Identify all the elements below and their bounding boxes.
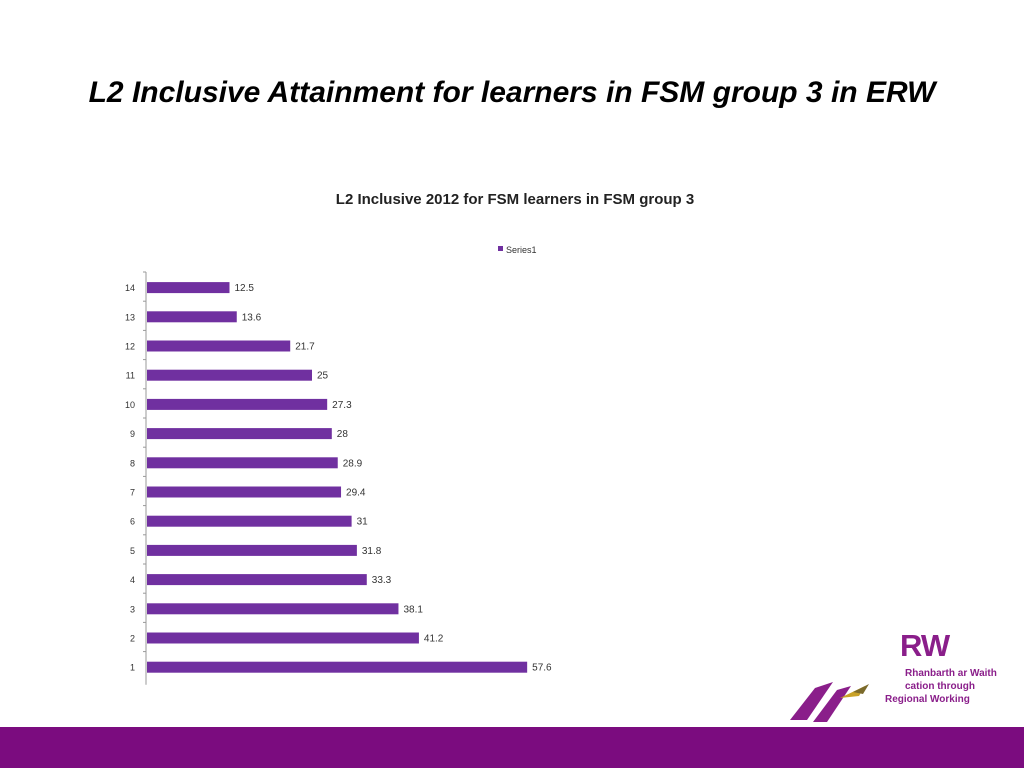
bar-13 bbox=[147, 311, 237, 323]
category-label-6: 6 bbox=[130, 517, 135, 527]
bar-8 bbox=[147, 457, 338, 469]
bar-11 bbox=[147, 369, 312, 381]
category-label-9: 9 bbox=[130, 429, 135, 439]
category-label-13: 13 bbox=[125, 312, 135, 322]
bar-5 bbox=[147, 544, 357, 556]
logo-letters: RW bbox=[900, 628, 950, 663]
logo-text-line2: cation through bbox=[905, 681, 975, 692]
data-label-3: 38.1 bbox=[403, 604, 423, 615]
chart-legend: Series1 bbox=[498, 245, 537, 255]
data-label-11: 25 bbox=[317, 371, 329, 382]
bar-7 bbox=[147, 486, 342, 498]
data-label-1: 57.6 bbox=[532, 663, 552, 674]
legend-label: Series1 bbox=[506, 245, 537, 255]
data-label-9: 28 bbox=[337, 429, 349, 440]
bar-6 bbox=[147, 515, 352, 527]
category-label-3: 3 bbox=[130, 604, 135, 614]
footer-bar bbox=[0, 727, 1024, 768]
data-label-5: 31.8 bbox=[362, 546, 382, 557]
data-label-7: 29.4 bbox=[346, 488, 366, 499]
data-label-10: 27.3 bbox=[332, 400, 352, 411]
logo-mark-icon bbox=[790, 682, 869, 722]
category-label-11: 11 bbox=[126, 371, 135, 381]
bar-10 bbox=[147, 398, 328, 410]
data-label-8: 28.9 bbox=[343, 458, 363, 469]
bar-3 bbox=[147, 603, 399, 615]
category-label-5: 5 bbox=[130, 546, 135, 556]
chart-title: L2 Inclusive 2012 for FSM learners in FS… bbox=[336, 191, 694, 208]
data-label-6: 31 bbox=[357, 517, 369, 528]
chart-canvas: L2 Inclusive 2012 for FSM learners in FS… bbox=[125, 191, 694, 685]
category-label-12: 12 bbox=[125, 342, 135, 352]
erw-logo: RW Rhanbarth ar Waith cation through Reg… bbox=[785, 628, 1024, 727]
bar-1 bbox=[147, 661, 528, 673]
data-label-4: 33.3 bbox=[372, 575, 392, 586]
bar-4 bbox=[147, 574, 367, 586]
bar-12 bbox=[147, 340, 291, 352]
bar-14 bbox=[147, 282, 230, 294]
data-label-14: 12.5 bbox=[235, 283, 255, 294]
category-label-10: 10 bbox=[125, 400, 135, 410]
data-label-13: 13.6 bbox=[242, 312, 262, 323]
data-label-2: 41.2 bbox=[424, 634, 444, 645]
legend-swatch bbox=[498, 246, 503, 251]
category-label-2: 2 bbox=[130, 634, 135, 644]
bar-chart: L2 Inclusive 2012 for FSM learners in FS… bbox=[100, 175, 920, 695]
category-label-14: 14 bbox=[125, 283, 135, 293]
bar-2 bbox=[147, 632, 419, 644]
bar-9 bbox=[147, 428, 332, 440]
slide-title: L2 Inclusive Attainment for learners in … bbox=[88, 76, 936, 109]
logo-text-line1: Rhanbarth ar Waith bbox=[905, 668, 997, 679]
category-label-4: 4 bbox=[130, 575, 135, 585]
category-label-1: 1 bbox=[130, 663, 135, 673]
category-label-7: 7 bbox=[130, 488, 135, 498]
logo-text-line3: Regional Working bbox=[885, 694, 970, 705]
category-label-8: 8 bbox=[130, 458, 135, 468]
data-label-12: 21.7 bbox=[295, 342, 315, 353]
